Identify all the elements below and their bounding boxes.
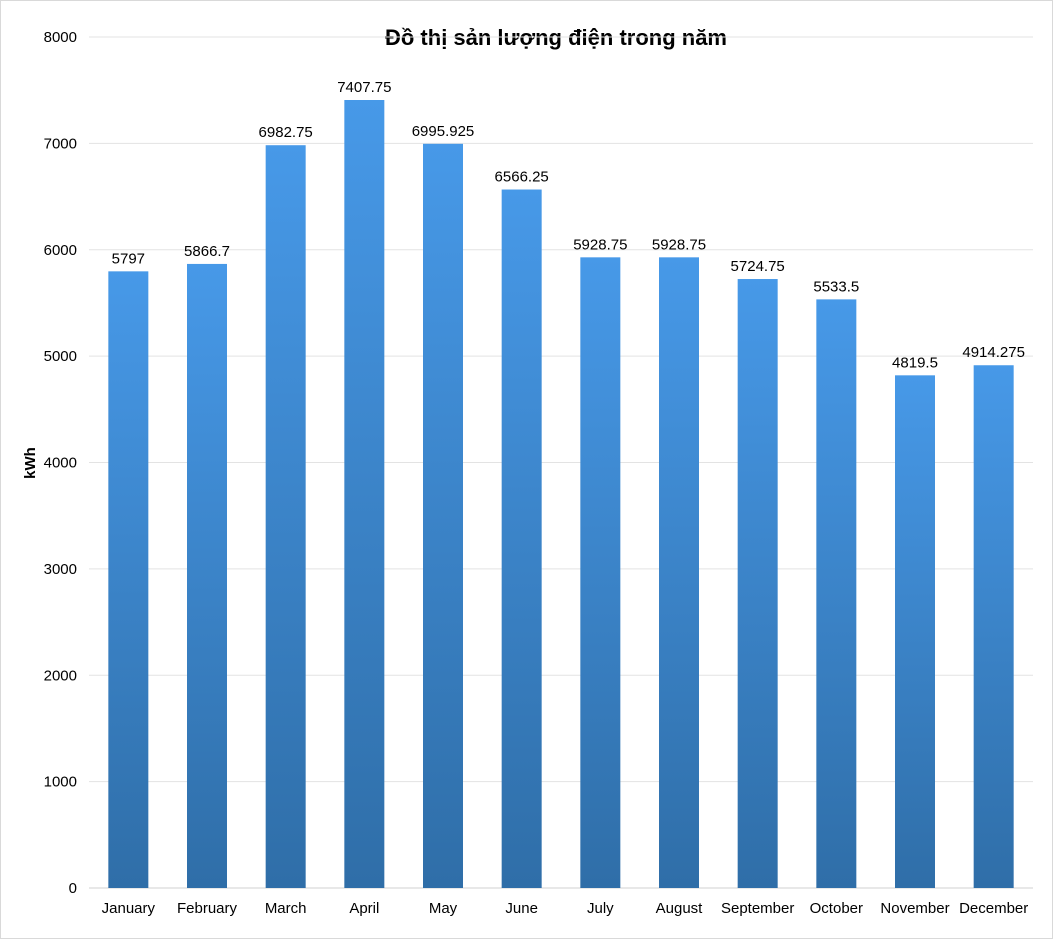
x-axis-ticks: January February March April May June July Augu… <box>102 900 1029 917</box>
y-tick-label: 5000 <box>44 348 77 365</box>
bar-august <box>659 257 699 888</box>
data-label: 4819.5 <box>892 354 938 371</box>
y-tick-label: 1000 <box>44 774 77 791</box>
x-tick-label: January <box>102 900 156 917</box>
data-labels: 5797 5866.7 6982.75 7407.75 6995.925 6566.25 5… <box>112 79 1025 371</box>
x-tick-label: November <box>880 900 949 917</box>
data-label: 7407.75 <box>337 79 391 96</box>
y-tick-label: 6000 <box>44 242 77 259</box>
gridlines <box>89 36 1033 889</box>
x-tick-label: February <box>177 900 238 917</box>
x-tick-label: May <box>429 900 458 917</box>
y-tick-label: 2000 <box>44 667 77 684</box>
bar-january <box>108 271 149 888</box>
data-label: 5928.75 <box>573 236 627 253</box>
bar-october <box>816 299 857 889</box>
data-label: 6566.25 <box>495 169 549 186</box>
bar-december <box>973 365 1014 888</box>
data-label: 5866.7 <box>184 243 230 260</box>
bar-july <box>580 257 621 888</box>
data-label: 5797 <box>112 250 145 267</box>
bars <box>108 100 1014 889</box>
bar-march <box>265 145 306 889</box>
x-tick-label: April <box>349 900 379 917</box>
bar-april <box>344 100 385 888</box>
bar-november <box>895 375 935 888</box>
data-label: 6995.925 <box>412 123 475 140</box>
x-tick-label: March <box>265 900 307 917</box>
x-tick-label: July <box>587 900 614 917</box>
data-label: 4914.275 <box>962 344 1025 361</box>
y-tick-label: 3000 <box>44 561 77 578</box>
x-tick-label: September <box>721 900 794 917</box>
y-axis-ticks: 0 1000 2000 3000 4000 5000 6000 7000 8000 <box>44 29 77 897</box>
x-tick-label: December <box>959 900 1028 917</box>
x-tick-label: June <box>505 900 538 917</box>
data-label: 5533.5 <box>813 278 859 295</box>
bar-september <box>737 279 778 888</box>
bar-may <box>423 143 463 888</box>
data-label: 6982.75 <box>259 124 313 141</box>
bar-february <box>187 263 227 888</box>
y-tick-label: 8000 <box>44 29 77 46</box>
data-label: 5724.75 <box>731 258 785 275</box>
x-tick-label: October <box>810 900 863 917</box>
x-tick-label: August <box>656 900 704 917</box>
y-axis-label: kWh <box>22 447 39 479</box>
data-label: 5928.75 <box>652 236 706 253</box>
y-tick-label: 0 <box>69 880 77 897</box>
y-tick-label: 7000 <box>44 135 77 152</box>
bar-june <box>501 189 542 889</box>
y-tick-label: 4000 <box>44 455 77 472</box>
